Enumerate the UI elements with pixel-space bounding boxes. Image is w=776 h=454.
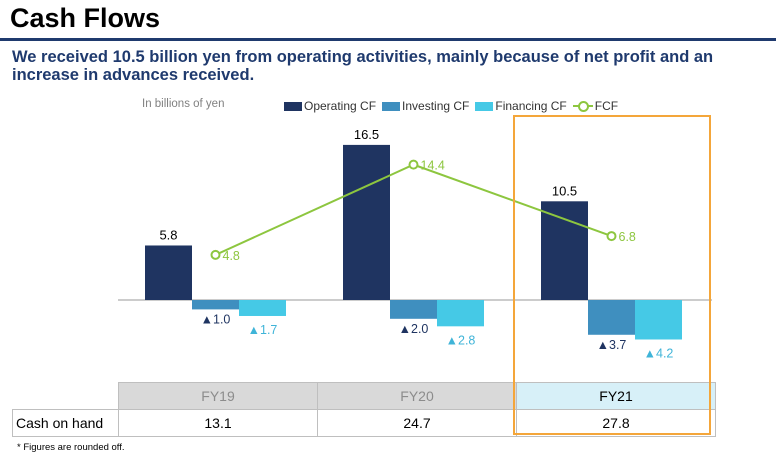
data-label-operating-fy20: 16.5 xyxy=(354,127,379,142)
table-header-fy20: FY20 xyxy=(317,382,517,410)
fcf-point-fy19 xyxy=(210,249,221,260)
fcf-point-fy20 xyxy=(408,159,419,170)
legend-swatch-financing xyxy=(475,101,494,111)
data-label-financing-fy19: ▲1.7 xyxy=(248,323,278,337)
table-cell-fy21: 27.8 xyxy=(516,409,716,437)
data-label-financing-fy21: ▲4.2 xyxy=(644,346,674,360)
title-divider xyxy=(0,38,776,41)
bar-operating-fy19 xyxy=(145,245,192,300)
footnote: * Figures are rounded off. xyxy=(17,442,125,453)
bar-investing-fy19 xyxy=(192,300,239,310)
legend-label-operating: Operating CF xyxy=(304,99,377,113)
table-header-row: FY19 FY20 FY21 xyxy=(13,382,716,410)
legend-swatch-investing xyxy=(382,101,401,111)
data-label-investing-fy19: ▲1.0 xyxy=(201,312,231,326)
legend-line-fcf xyxy=(572,101,593,112)
bar-financing-fy21 xyxy=(635,300,682,340)
fcf-point-fy21 xyxy=(606,231,617,242)
data-label-fcf-fy19: 4.8 xyxy=(223,249,240,263)
table-corner-cell xyxy=(13,383,119,410)
bar-financing-fy20 xyxy=(437,300,484,327)
page-title: Cash Flows xyxy=(10,3,161,33)
table-cell-fy20: 24.7 xyxy=(317,409,517,437)
data-label-fcf-fy21: 6.8 xyxy=(619,230,636,244)
legend-label-investing: Investing CF xyxy=(402,99,470,113)
data-label-investing-fy21: ▲3.7 xyxy=(597,338,627,352)
legend-item-operating: Operating CF xyxy=(284,99,376,113)
bar-operating-fy21 xyxy=(541,201,588,300)
table-cell-fy19: 13.1 xyxy=(118,409,318,437)
bar-financing-fy19 xyxy=(239,300,286,316)
table-row: Cash on hand 13.1 24.7 27.8 xyxy=(12,409,716,437)
table-header-fy19: FY19 xyxy=(118,382,318,410)
legend-item-investing: Investing CF xyxy=(382,99,469,113)
legend-item-fcf: FCF xyxy=(572,99,619,113)
bar-investing-fy21 xyxy=(588,300,635,335)
table-header-fy21: FY21 xyxy=(516,382,716,410)
table-row-label: Cash on hand xyxy=(12,409,119,437)
data-label-investing-fy20: ▲2.0 xyxy=(399,322,429,336)
legend-label-fcf: FCF xyxy=(594,99,619,113)
legend-swatch-operating xyxy=(284,101,302,111)
bar-investing-fy20 xyxy=(390,300,437,319)
page-subtitle: We received 10.5 billion yen from operat… xyxy=(12,48,714,84)
legend-label-financing: Financing CF xyxy=(495,99,567,113)
legend-item-financing: Financing CF xyxy=(475,99,567,113)
cash-on-hand-table: FY19 FY20 FY21 Cash on hand 13.1 24.7 27… xyxy=(12,382,716,437)
chart-legend: Operating CF Investing CF Financing CF F… xyxy=(284,99,624,113)
data-label-operating-fy19: 5.8 xyxy=(159,227,177,242)
data-label-fcf-fy20: 14.4 xyxy=(421,159,445,173)
data-label-financing-fy20: ▲2.8 xyxy=(446,333,476,347)
data-label-operating-fy21: 10.5 xyxy=(552,183,577,198)
bar-operating-fy20 xyxy=(343,144,390,300)
unit-label: In billions of yen xyxy=(142,98,225,110)
